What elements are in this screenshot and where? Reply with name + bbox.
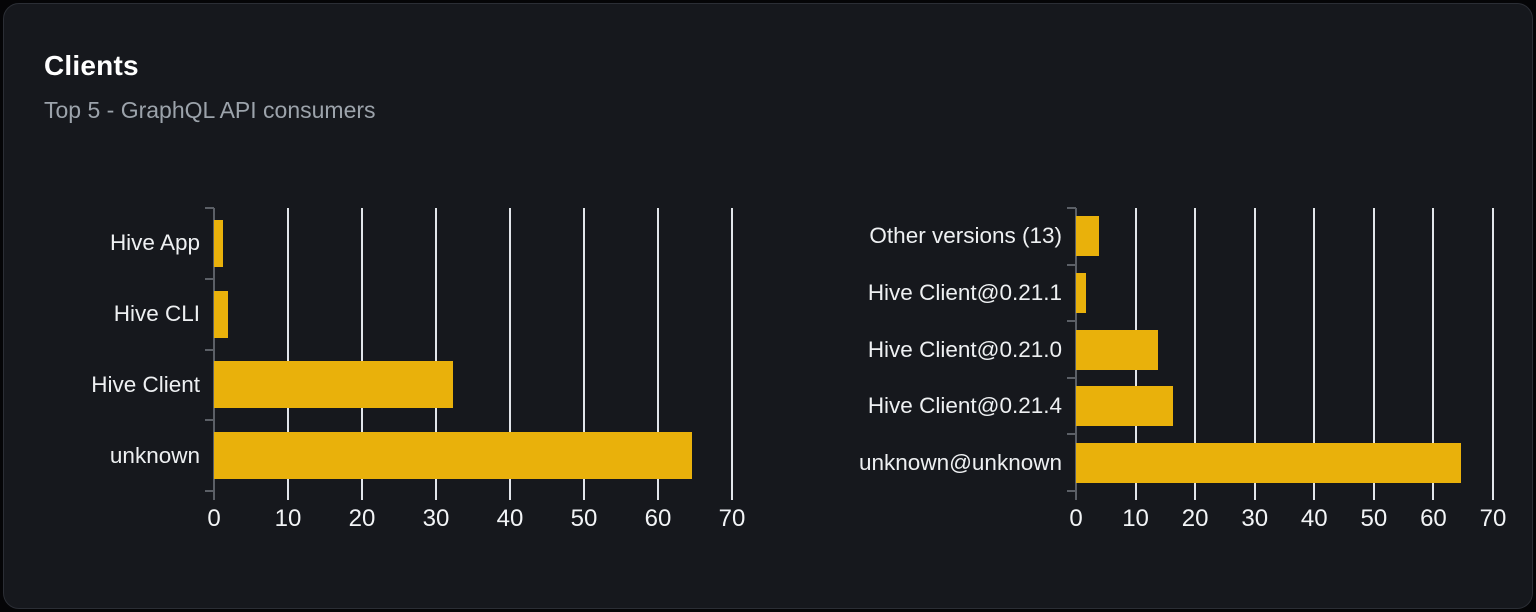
x-axis-tick-40 <box>1313 491 1316 500</box>
x-axis-tick-30 <box>1253 491 1256 500</box>
x-axis-label-40: 40 <box>1300 505 1328 532</box>
gridline-x60 <box>1432 208 1435 491</box>
x-axis-label-10: 10 <box>1122 505 1149 532</box>
x-axis-tick-70 <box>731 491 733 500</box>
bar-hive-client[interactable] <box>214 361 454 409</box>
card-subtitle: Top 5 - GraphQL API consumers <box>44 97 376 123</box>
gridline-x20 <box>1194 208 1197 491</box>
category-label: Hive Client <box>91 371 200 397</box>
category-label: unknown <box>109 442 200 468</box>
clients-card: Clients Top 5 - GraphQL API consumers 0 1… <box>3 3 1533 609</box>
x-axis-tick-20 <box>361 491 363 500</box>
gridline-x30 <box>435 208 437 491</box>
y-axis-tick <box>205 349 214 351</box>
gridline-x70 <box>731 208 733 491</box>
gridline-x50 <box>583 208 585 491</box>
bar-unknown[interactable] <box>214 432 693 480</box>
category-label: Hive Client@0.21.0 <box>867 336 1062 362</box>
x-axis-label-0: 0 <box>1069 505 1083 532</box>
x-axis-label-70: 70 <box>1479 505 1507 532</box>
x-axis-tick-30 <box>435 491 437 500</box>
x-axis-label-20: 20 <box>1181 505 1209 532</box>
y-axis-tick <box>205 419 214 421</box>
x-axis-label-50: 50 <box>1360 505 1388 532</box>
y-axis-tick <box>1067 433 1076 435</box>
gridline-x40 <box>509 208 511 491</box>
category-label: unknown@unknown <box>859 449 1062 475</box>
y-axis-tick <box>1067 377 1076 379</box>
gridline-x40 <box>1313 208 1316 491</box>
bar-hive-client-0.21.1[interactable] <box>1076 272 1086 313</box>
x-axis-label-10: 10 <box>274 505 302 532</box>
x-axis-label-60: 60 <box>1420 505 1447 532</box>
bar-hive-client-0.21.4[interactable] <box>1076 386 1174 427</box>
x-axis-label-0: 0 <box>207 505 221 532</box>
x-axis-label-20: 20 <box>348 505 376 532</box>
gridline-x30 <box>1253 208 1256 491</box>
gridline-x70 <box>1492 208 1494 491</box>
x-axis-tick-40 <box>509 491 511 500</box>
x-axis-label-70: 70 <box>718 505 746 532</box>
x-axis-tick-20 <box>1194 491 1197 500</box>
y-axis-tick <box>1067 320 1076 322</box>
y-axis-tick <box>205 278 214 280</box>
y-axis-tick <box>205 207 214 209</box>
x-axis-tick-50 <box>1372 491 1375 500</box>
y-axis-tick <box>205 490 214 492</box>
gridline-x20 <box>361 208 363 491</box>
gridline-x50 <box>1372 208 1375 491</box>
x-axis-label-40: 40 <box>496 505 524 532</box>
bar-hive-cli[interactable] <box>214 290 229 338</box>
y-axis-line <box>213 208 215 500</box>
x-axis-tick-60 <box>657 491 659 500</box>
gridline-x60 <box>657 208 659 491</box>
x-axis-tick-50 <box>583 491 585 500</box>
x-axis-label-30: 30 <box>422 505 450 532</box>
y-axis-tick <box>1067 490 1076 492</box>
bar-hive-client-0.21.0[interactable] <box>1076 329 1158 370</box>
y-axis-tick <box>1067 207 1076 209</box>
x-axis-label-50: 50 <box>570 505 598 532</box>
bar-unknown-unknown[interactable] <box>1076 442 1461 483</box>
category-label: Hive App <box>109 230 200 256</box>
gridline-x10 <box>287 208 289 491</box>
client-versions-bar-chart: 0 10 20 30 40 50 60 70 Other versions (13) Hive C… <box>859 207 1506 531</box>
card-title: Clients <box>44 50 139 81</box>
category-label: Hive Client@0.21.4 <box>867 393 1062 419</box>
x-axis-label-30: 30 <box>1241 505 1269 532</box>
category-label: Hive Client@0.21.1 <box>867 279 1062 305</box>
y-axis-tick <box>1067 264 1076 266</box>
x-axis-label-60: 60 <box>644 505 672 532</box>
category-label: Other versions (13) <box>869 223 1062 249</box>
x-axis-tick-10 <box>287 491 289 500</box>
x-axis-tick-10 <box>1134 491 1137 500</box>
category-label: Hive CLI <box>113 301 200 327</box>
x-axis-tick-60 <box>1432 491 1435 500</box>
clients-bar-chart: 0 10 20 30 40 50 60 70 Hive App Hive CLI Hive Clie… <box>91 207 745 531</box>
x-axis-tick-70 <box>1492 491 1494 500</box>
bar-hive-app[interactable] <box>214 219 223 267</box>
bar-other-versions-13-[interactable] <box>1076 216 1099 257</box>
